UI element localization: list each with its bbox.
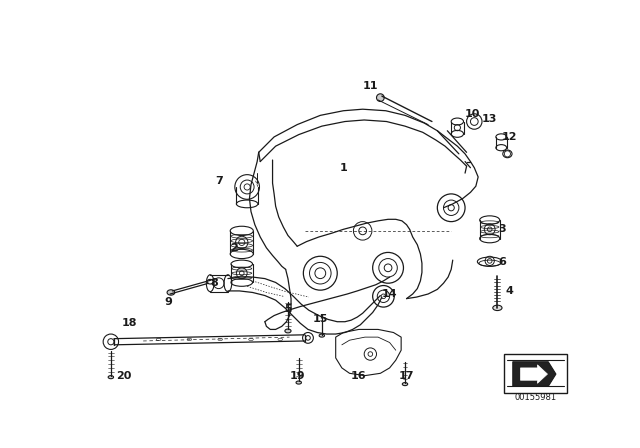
Text: 5: 5 [284, 304, 292, 314]
Text: 6: 6 [498, 257, 506, 267]
Text: 16: 16 [351, 370, 367, 381]
Ellipse shape [167, 290, 175, 295]
Text: 10: 10 [465, 109, 481, 119]
Text: 20: 20 [116, 370, 132, 381]
Bar [504, 354, 566, 392]
Polygon shape [520, 365, 547, 383]
Text: 19: 19 [289, 370, 305, 381]
Text: 13: 13 [482, 114, 497, 124]
Ellipse shape [319, 334, 324, 337]
Ellipse shape [493, 305, 502, 310]
Text: 8: 8 [210, 278, 218, 288]
Ellipse shape [108, 375, 113, 379]
Ellipse shape [296, 381, 301, 384]
Text: 14: 14 [382, 289, 397, 299]
Text: 9: 9 [164, 297, 172, 307]
Circle shape [376, 94, 384, 102]
Text: 3: 3 [498, 224, 506, 234]
Text: 11: 11 [363, 81, 378, 91]
Text: 2: 2 [230, 243, 238, 253]
Text: 4: 4 [506, 286, 514, 296]
Text: 15: 15 [312, 314, 328, 324]
Text: 7: 7 [215, 176, 223, 186]
Text: 00155981: 00155981 [514, 393, 556, 402]
Polygon shape [513, 362, 556, 386]
Text: 12: 12 [501, 132, 516, 142]
Text: 1: 1 [340, 163, 348, 173]
Text: 17: 17 [399, 370, 414, 381]
Ellipse shape [403, 383, 408, 386]
Ellipse shape [285, 329, 291, 333]
Text: 18: 18 [122, 318, 137, 328]
